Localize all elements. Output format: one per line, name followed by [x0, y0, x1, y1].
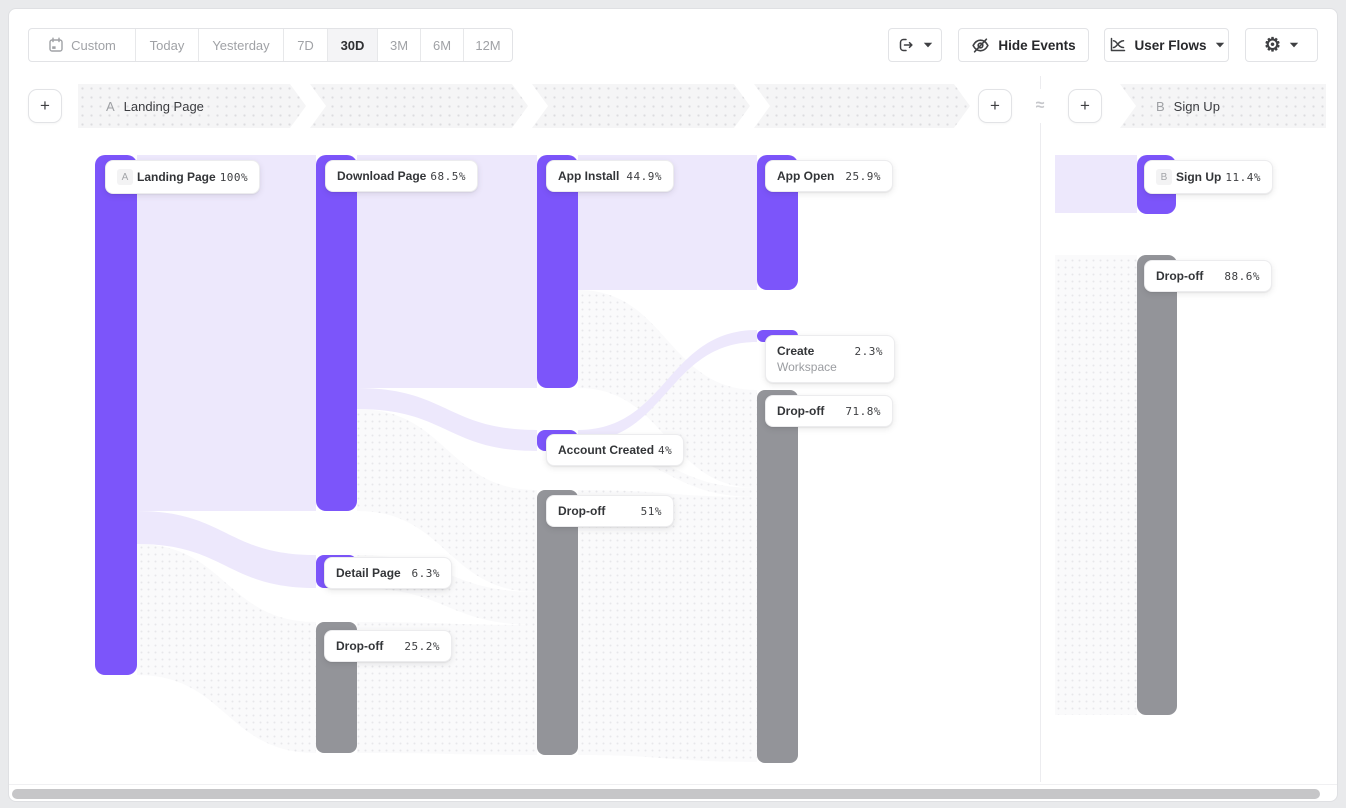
step-segment-sign-up[interactable]: B Sign Up — [1120, 84, 1326, 128]
step-letter: A — [106, 98, 115, 114]
bar-dropoff-flowb[interactable] — [1137, 255, 1177, 715]
link-flowb-dropoff — [1055, 255, 1137, 715]
date-range-label: Custom — [71, 37, 116, 53]
add-step-button-flow-a-end[interactable]: + — [978, 89, 1012, 123]
date-range-3m[interactable]: 3M — [377, 29, 420, 61]
chevron-down-icon — [1215, 42, 1224, 48]
date-range-12m[interactable]: 12M — [463, 29, 512, 61]
flows-chart-icon — [1111, 37, 1126, 52]
step-segment-4[interactable] — [754, 84, 970, 128]
bar-landing-page[interactable] — [95, 155, 137, 675]
link-flowb-signup — [1055, 155, 1137, 213]
bar-app-install[interactable] — [537, 155, 578, 388]
step-segment-landing-page[interactable]: A Landing Page — [78, 84, 306, 128]
step-segment-2[interactable] — [310, 84, 528, 128]
export-button[interactable] — [888, 28, 942, 62]
link-dropoff3-dropoff4 — [578, 490, 757, 762]
hide-events-label: Hide Events — [998, 37, 1076, 53]
user-flows-label: User Flows — [1134, 37, 1207, 53]
gear-icon: ⚙ — [1263, 34, 1282, 56]
step-label: Sign Up — [1173, 98, 1220, 114]
date-range-custom[interactable]: Custom — [29, 29, 135, 61]
node-card-dropoff-step3[interactable]: Drop-off 51% — [546, 495, 674, 527]
date-range-6m[interactable]: 6M — [420, 29, 463, 61]
date-range-today[interactable]: Today — [135, 29, 198, 61]
settings-button[interactable]: ⚙ — [1245, 28, 1318, 62]
eye-off-icon — [972, 37, 990, 53]
calendar-icon — [49, 37, 63, 52]
approx-gap-symbol: ≈ — [1027, 89, 1053, 123]
link-download-appinstall — [357, 155, 537, 388]
chevron-down-icon — [1289, 42, 1299, 48]
link-landing-detail — [137, 511, 316, 588]
link-landing-download — [137, 155, 316, 511]
node-card-account-created[interactable]: Account Created 4% — [546, 434, 685, 466]
horizontal-scrollbar[interactable] — [12, 789, 1320, 799]
node-card-create-workspace[interactable]: Create 2.3% Workspace — [765, 335, 895, 383]
bar-dropoff-step4[interactable] — [757, 390, 798, 763]
step-label: Landing Page — [123, 98, 204, 114]
date-range-control: Custom Today Yesterday 7D 30D 3M 6M 12M — [28, 28, 513, 62]
step-segment-3[interactable] — [532, 84, 750, 128]
date-range-7d[interactable]: 7D — [283, 29, 327, 61]
step-letter: B — [1156, 98, 1165, 114]
node-card-download-page[interactable]: Download Page 68.5% — [325, 160, 478, 192]
node-card-app-install[interactable]: App Install 44.9% — [546, 160, 674, 192]
link-accountcreated-createworkspace — [578, 330, 757, 442]
link-landing-dropoff2 — [137, 544, 316, 753]
node-card-dropoff-flowb[interactable]: Drop-off 88.6% — [1144, 260, 1272, 292]
footer-divider — [9, 784, 1337, 785]
add-step-button-flow-a-start[interactable]: + — [28, 89, 62, 123]
node-card-dropoff-step4[interactable]: Drop-off 71.8% — [765, 395, 893, 427]
add-step-button-flow-b-start[interactable]: + — [1068, 89, 1102, 123]
node-card-landing-page[interactable]: A Landing Page 100% — [105, 160, 261, 194]
date-range-yesterday[interactable]: Yesterday — [198, 29, 283, 61]
date-range-30d[interactable]: 30D — [327, 29, 377, 61]
bar-download-page[interactable] — [316, 155, 357, 511]
chevron-down-icon — [923, 42, 933, 48]
export-icon — [899, 38, 913, 52]
flow-section-divider — [1040, 76, 1041, 782]
node-card-sign-up[interactable]: B Sign Up 11.4% — [1144, 160, 1273, 194]
link-download-accountcreated — [357, 388, 537, 451]
hide-events-button[interactable]: Hide Events — [958, 28, 1089, 62]
link-download-dropoff3 — [357, 409, 537, 592]
node-card-dropoff-step2[interactable]: Drop-off 25.2% — [324, 630, 452, 662]
user-flows-button[interactable]: User Flows — [1104, 28, 1229, 62]
series-a-badge: A — [117, 169, 133, 185]
bar-dropoff-step3[interactable] — [537, 490, 578, 755]
node-card-app-open[interactable]: App Open 25.9% — [765, 160, 893, 192]
node-card-detail-page[interactable]: Detail Page 6.3% — [324, 557, 452, 589]
series-b-badge: B — [1156, 169, 1172, 185]
